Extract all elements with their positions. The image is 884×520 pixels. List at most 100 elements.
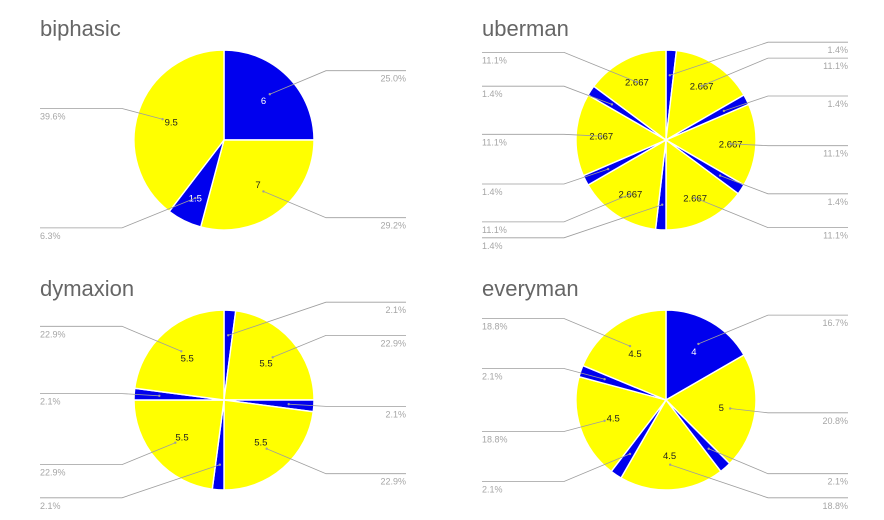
labels: 625.0%729.2%1.56.3%9.539.6%	[40, 70, 406, 241]
leader-line	[698, 314, 848, 345]
leader-dot	[606, 167, 610, 171]
leader-line	[40, 325, 182, 352]
leader-dot	[610, 103, 614, 106]
slice-percent-label: 2.1%	[40, 501, 61, 511]
slice-value-label: 5.5	[181, 354, 194, 365]
leader-line	[40, 108, 163, 120]
leader-dot	[629, 192, 632, 196]
chart-title: dymaxion	[40, 276, 134, 301]
leader-line	[482, 193, 631, 223]
chart-title: biphasic	[40, 16, 121, 41]
leader-line	[482, 318, 631, 347]
slice-value-label: 5.5	[175, 432, 188, 443]
leader-line	[269, 70, 406, 95]
leader-line	[723, 95, 848, 112]
slice-percent-label: 29.2%	[380, 221, 406, 231]
leader-line	[482, 133, 602, 137]
chart-title: uberman	[482, 16, 569, 41]
slice-percent-label: 1.4%	[482, 89, 503, 99]
leader-line	[482, 204, 663, 239]
slice-value-label: 7	[255, 180, 260, 191]
slice-percent-label: 1.4%	[482, 187, 503, 197]
leader-dot	[174, 441, 177, 444]
uberman-chart: uberman 1.4%2.66711.1%1.4%2.66711.1%1.4%…	[482, 16, 848, 251]
leader-line	[669, 41, 848, 76]
leader-line	[482, 453, 631, 482]
pie-slice	[223, 399, 314, 491]
slice-value-label: 5.5	[259, 359, 272, 370]
leader-line	[40, 197, 196, 229]
leader-dot	[729, 142, 732, 145]
leader-dot	[603, 378, 606, 381]
leader-line	[40, 442, 176, 466]
slice-percent-label: 1.4%	[827, 197, 848, 207]
slice-percent-label: 1.4%	[482, 241, 503, 251]
slice-percent-label: 2.1%	[482, 485, 503, 495]
leader-dot	[262, 190, 265, 193]
dymaxion-chart: dymaxion 2.1% 5.5 22.9% 2.1% 5.5 22.9% 2.1% 5.5…	[40, 276, 406, 511]
slice-percent-label: 2.1%	[827, 477, 848, 487]
leader-line	[719, 175, 848, 195]
slice-value-label: 9.5	[165, 118, 178, 129]
leader-dot	[700, 84, 703, 88]
leader-dot	[287, 403, 290, 406]
labels: 4 16.7% 5 20.8% 2.1% 4.5 18.8% 2.1% 4.5 18.8% 2.1%…	[482, 314, 848, 511]
leader-line	[263, 191, 406, 219]
slice-value-label: 6	[261, 96, 266, 107]
pie-slice	[587, 139, 667, 231]
pie-slice	[593, 49, 667, 141]
leader-dot	[722, 109, 726, 113]
slice-percent-label: 18.8%	[482, 322, 508, 332]
leader-line	[288, 403, 406, 407]
slice-percent-label: 25.0%	[380, 74, 406, 84]
leader-dot	[707, 447, 710, 450]
leader-line	[482, 85, 613, 105]
slice-value-label: 5	[719, 403, 724, 414]
leader-dot	[718, 174, 722, 177]
leader-line	[266, 448, 406, 475]
leader-dot	[661, 203, 664, 206]
slice-percent-label: 2.1%	[482, 372, 503, 382]
pie-slice	[133, 49, 225, 213]
leader-line	[730, 143, 848, 147]
slice-percent-label: 11.1%	[482, 55, 507, 65]
pie-slice	[620, 399, 722, 491]
leader-dot	[693, 196, 697, 200]
pie-slice	[665, 309, 745, 401]
leader-line	[708, 448, 848, 475]
slice-percent-label: 11.1%	[482, 137, 507, 147]
leader-dot	[729, 407, 732, 410]
slice-percent-label: 11.1%	[823, 61, 848, 71]
leader-dot	[161, 118, 164, 121]
slices	[575, 49, 757, 231]
slice-percent-label: 11.1%	[823, 149, 848, 159]
pie-slice	[133, 399, 225, 490]
leader-dot	[600, 135, 603, 138]
leader-line	[40, 393, 160, 397]
pie-slice	[223, 310, 315, 401]
slice-percent-label: 1.4%	[827, 45, 848, 55]
slices	[575, 309, 757, 491]
slice-percent-label: 20.8%	[822, 416, 848, 426]
slice-percent-label: 22.9%	[380, 477, 406, 487]
slice-value-label: 5.5	[254, 438, 267, 449]
leader-dot	[668, 74, 671, 77]
leader-line	[482, 168, 609, 185]
slices	[133, 49, 315, 231]
leader-dot	[265, 447, 268, 450]
leader-dot	[227, 334, 230, 337]
slice-percent-label: 6.3%	[40, 231, 61, 241]
leader-dot	[697, 342, 700, 346]
pie-slice	[134, 309, 225, 401]
slice-percent-label: 1.4%	[827, 99, 848, 109]
pie-slice	[582, 309, 667, 401]
leader-line	[482, 52, 638, 83]
leader-dot	[603, 419, 606, 422]
slice-percent-label: 2.1%	[385, 409, 406, 419]
slice-percent-label: 39.6%	[40, 112, 66, 122]
leader-line	[694, 197, 848, 229]
pie-slice	[200, 139, 315, 231]
labels: 1.4%2.66711.1%1.4%2.66711.1%1.4%2.66711.…	[482, 41, 848, 251]
slice-percent-label: 2.1%	[385, 305, 406, 315]
leader-dot	[180, 350, 183, 353]
